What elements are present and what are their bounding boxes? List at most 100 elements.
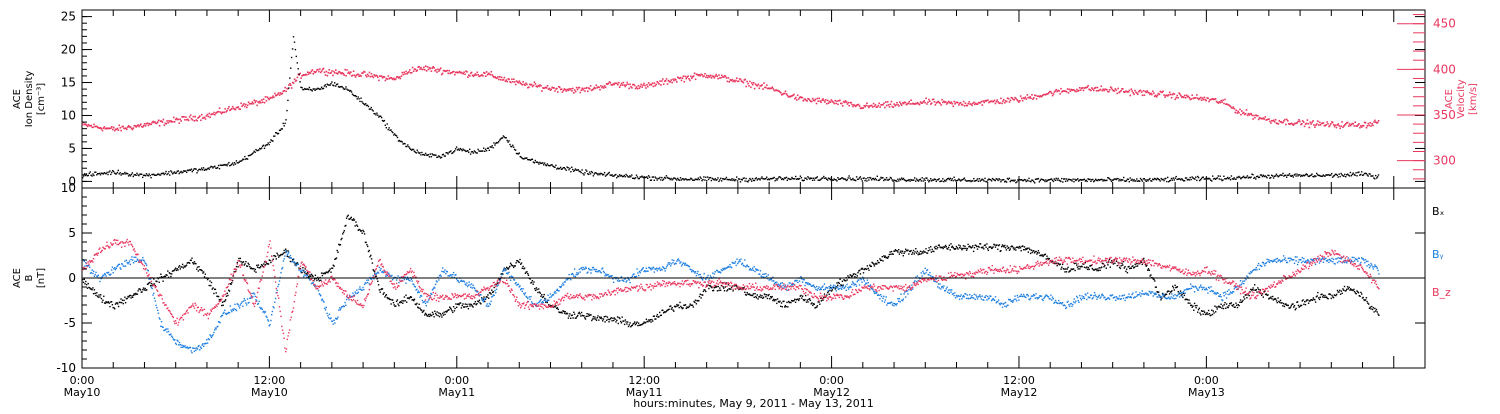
bx-series-point: [1164, 294, 1166, 297]
velocity-series-point: [1145, 91, 1148, 94]
velocity-series-point: [686, 76, 688, 78]
bx-series-point: [1193, 309, 1195, 311]
velocity-series-point: [157, 119, 160, 122]
bx-series-point: [1165, 293, 1167, 295]
density-series-point: [176, 170, 178, 173]
bx-series-point: [953, 248, 955, 250]
velocity-series-point: [1329, 124, 1331, 127]
by-series-point: [413, 283, 415, 286]
density-series-point: [1242, 175, 1245, 178]
velocity-series-point: [1153, 92, 1155, 94]
velocity-series-point: [119, 127, 122, 129]
bx-series-point: [705, 285, 708, 287]
velocity-series-point: [280, 93, 283, 95]
velocity-series-point: [1085, 86, 1088, 89]
velocity-series-point: [262, 98, 265, 100]
density-series-point: [1302, 174, 1305, 176]
bx-series-point: [1090, 264, 1093, 266]
bx-series-point: [417, 307, 420, 309]
velocity-series-point: [144, 124, 147, 127]
by-series-point: [285, 251, 288, 253]
by-series-point: [170, 333, 172, 335]
bx-series-point: [85, 280, 87, 283]
by-series-point: [272, 306, 274, 308]
density-series-point: [916, 179, 919, 181]
by-series-point: [245, 302, 247, 304]
by-series-point: [322, 300, 324, 302]
velocity-series-point: [821, 99, 823, 101]
bx-series-point: [997, 244, 1000, 247]
density-series-point: [171, 173, 174, 175]
bx-series-point: [1167, 290, 1169, 292]
velocity-series-point: [356, 73, 359, 76]
velocity-series-point: [449, 72, 451, 75]
by-series-point: [412, 283, 414, 285]
density-series-point: [1035, 178, 1038, 180]
density-series-point: [316, 88, 318, 90]
by-series-point: [142, 256, 144, 259]
velocity-series-point: [1227, 103, 1229, 106]
density-series-point: [991, 177, 994, 180]
by-series-point: [236, 303, 238, 305]
velocity-series-point: [1141, 94, 1144, 97]
bx-series-point: [1189, 302, 1191, 304]
density-series-point: [339, 86, 342, 88]
density-series-point: [816, 176, 818, 178]
bx-series-point: [293, 262, 295, 264]
by-series-point: [485, 305, 488, 307]
bx-series-point: [1068, 271, 1070, 273]
velocity-series-point: [470, 71, 473, 74]
velocity-series-point: [446, 69, 449, 72]
velocity-series-point: [1200, 99, 1203, 101]
velocity-series-point: [732, 80, 734, 83]
velocity-series-point: [1101, 89, 1103, 92]
density-series-point: [894, 180, 896, 182]
bx-series-point: [766, 294, 768, 296]
by-series-point: [387, 272, 389, 274]
bx-series-point: [370, 254, 372, 257]
velocity-series-point: [559, 88, 562, 91]
bx-series-point: [135, 292, 137, 295]
velocity-series-point: [378, 79, 380, 82]
by-series-point: [300, 271, 302, 273]
bx-series-point: [808, 298, 810, 301]
velocity-series-point: [618, 86, 621, 88]
by-series-point: [421, 299, 424, 302]
density-series-point: [632, 177, 635, 180]
density-series-point: [279, 129, 282, 131]
by-series-point: [127, 263, 129, 265]
velocity-series-point: [398, 76, 401, 78]
bx-series-point: [659, 314, 662, 317]
bx-series-point: [675, 305, 677, 308]
bx-series-point: [553, 305, 555, 308]
by-series-point: [181, 344, 183, 346]
velocity-series-point: [337, 71, 340, 73]
bx-series-point: [1023, 246, 1026, 248]
by-series-point: [146, 269, 149, 271]
bx-series-point: [920, 253, 922, 255]
velocity-series-point: [687, 75, 689, 77]
bx-series-point: [280, 253, 282, 256]
velocity-series-point: [1331, 121, 1334, 124]
velocity-series-point: [640, 83, 642, 86]
density-series-point: [1322, 174, 1324, 176]
velocity-series-point: [101, 129, 104, 132]
bx-series-point: [844, 280, 847, 282]
bx-series-point: [965, 247, 967, 250]
velocity-series-point: [950, 101, 953, 103]
density-series-point: [650, 179, 653, 181]
bx-series-point: [1024, 249, 1026, 251]
velocity-series-point: [1202, 98, 1205, 101]
velocity-series-point: [1074, 90, 1076, 92]
velocity-series-point: [665, 78, 668, 80]
bx-series-point: [1073, 262, 1075, 265]
velocity-series-point: [1179, 93, 1181, 96]
density-series-point: [778, 176, 780, 178]
velocity-series-point: [718, 74, 720, 76]
bx-series-point: [1106, 261, 1108, 264]
bx-series-point: [554, 306, 556, 308]
velocity-series-point: [1104, 88, 1106, 90]
velocity-series-point: [773, 89, 776, 92]
bx-series-point: [442, 314, 445, 316]
velocity-series-point: [498, 78, 500, 81]
